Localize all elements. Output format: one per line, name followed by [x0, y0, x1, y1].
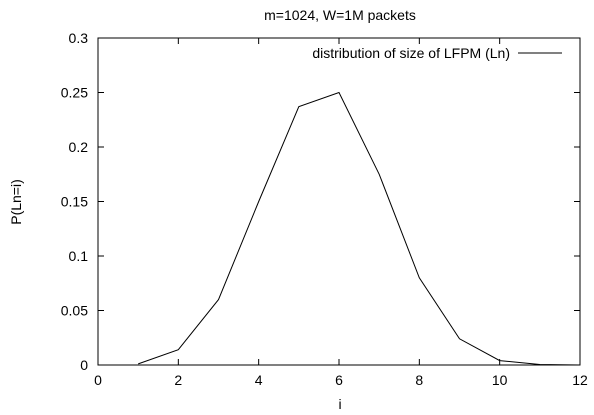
chart-title: m=1024, W=1M packets: [264, 7, 416, 23]
y-tick-label: 0.3: [69, 30, 89, 46]
y-tick-label: 0: [80, 357, 88, 373]
x-tick-label: 2: [174, 372, 182, 388]
x-axis-label: i: [338, 396, 341, 412]
legend-entry-label: distribution of size of LFPM (Ln): [312, 45, 510, 61]
x-tick-label: 6: [335, 372, 343, 388]
x-tick-label: 10: [492, 372, 508, 388]
x-tick-label: 0: [94, 372, 102, 388]
x-tick-label: 4: [255, 372, 263, 388]
legend: distribution of size of LFPM (Ln): [312, 45, 562, 61]
y-tick-label: 0.1: [69, 248, 89, 264]
axis-ticks: 0 2 4 6 8 10 12 0 0.05 0.1 0.15 0.2 0.25 0.3: [61, 30, 588, 388]
series-line: [138, 91, 581, 366]
y-tick-label: 0.15: [61, 194, 88, 210]
y-axis-label: P(Ln=i): [8, 179, 24, 225]
x-tick-label: 8: [415, 372, 423, 388]
y-tick-label: 0.25: [61, 85, 88, 101]
y-tick-label: 0.05: [61, 303, 88, 319]
y-tick-label: 0.2: [69, 139, 89, 155]
x-tick-label: 12: [572, 372, 588, 388]
series-layer: [138, 91, 581, 366]
plot-frame: [97, 37, 581, 366]
